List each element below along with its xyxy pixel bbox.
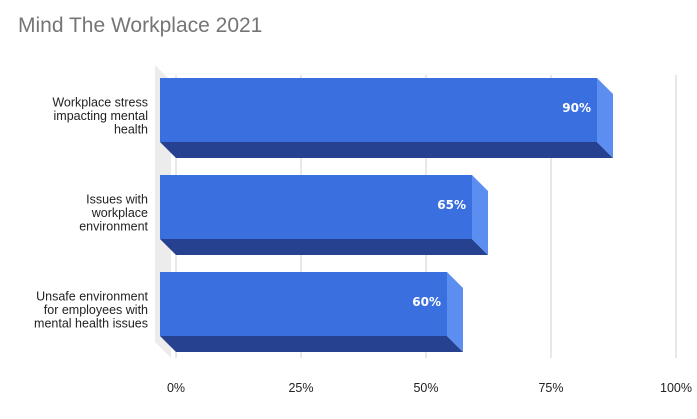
x-tick-label: 100% <box>660 381 692 395</box>
category-label: Issues with workplace environment <box>79 193 148 234</box>
bar-bottom-face <box>160 142 613 158</box>
bars <box>160 78 613 352</box>
bar-bottom-face <box>160 239 488 255</box>
bar <box>160 78 597 142</box>
category-label: Workplace stress impacting mental health <box>52 96 148 137</box>
category-label: Unsafe environment for employees with ment… <box>34 290 148 331</box>
bar-data-label: 60% <box>412 295 441 309</box>
bar-side-face <box>472 175 488 255</box>
bar <box>160 272 447 336</box>
bar-data-label: 65% <box>437 198 466 212</box>
chart-title: Mind The Workplace 2021 <box>18 14 263 37</box>
bar-bottom-face <box>160 336 463 352</box>
bar-side-face <box>597 78 613 158</box>
x-tick-label: 0% <box>167 381 185 395</box>
x-tick-label: 50% <box>413 381 438 395</box>
labels: 0% 25% 50% 75% 100% 90% Workplace stress impact… <box>34 96 692 396</box>
x-tick-label: 25% <box>288 381 313 395</box>
bar-data-label: 90% <box>562 101 591 115</box>
x-tick-label: 75% <box>538 381 563 395</box>
bar <box>160 175 472 239</box>
bar-side-face <box>447 272 463 352</box>
